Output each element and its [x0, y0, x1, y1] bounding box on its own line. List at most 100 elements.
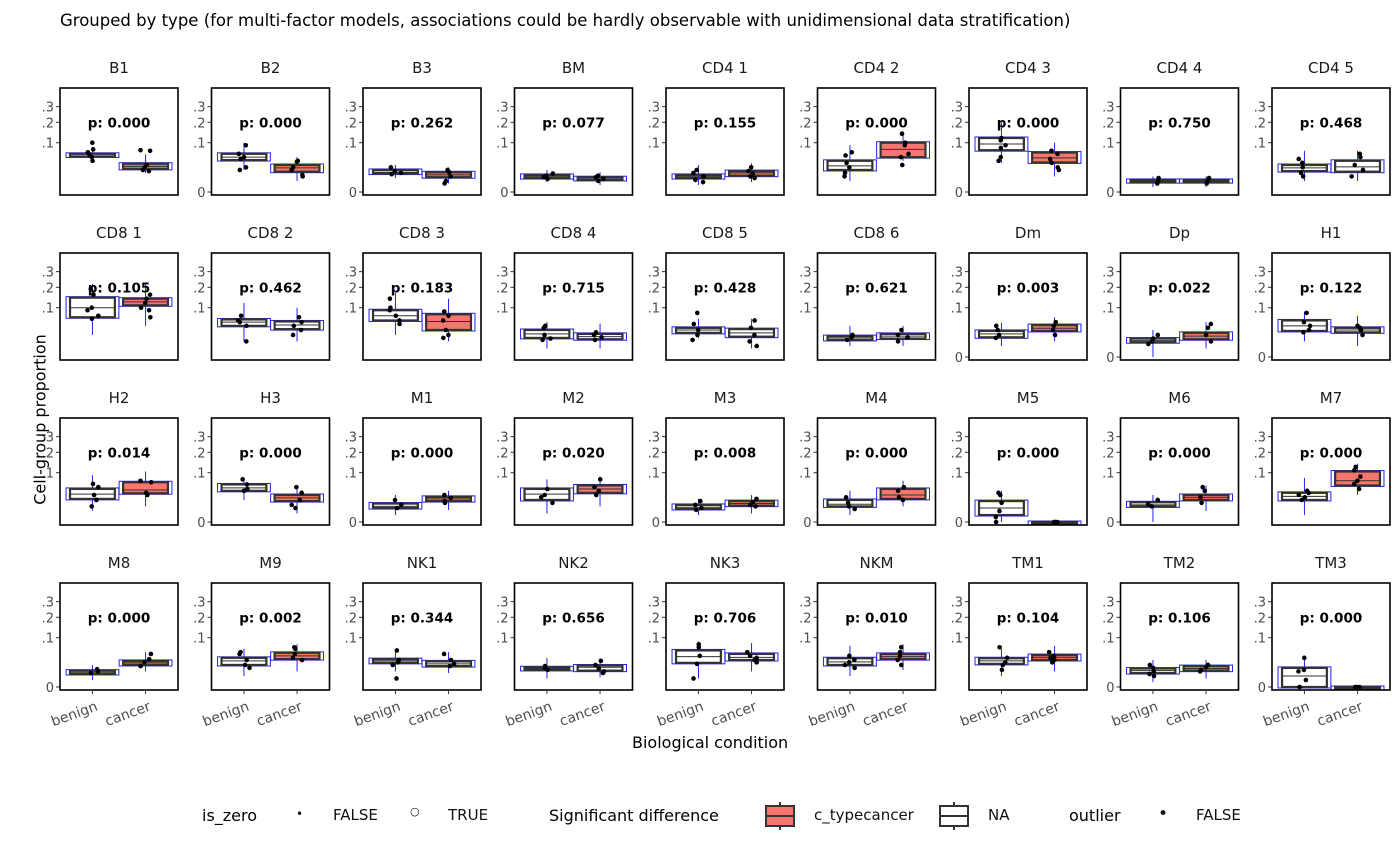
data-point: [148, 651, 154, 657]
panel-frame: [513, 582, 634, 691]
data-point: [397, 318, 402, 323]
facet-strip-label: CD8 4: [551, 224, 597, 242]
data-point: [94, 497, 99, 503]
p-value-label: p: 0.000: [1148, 445, 1210, 461]
data-point: [846, 504, 852, 509]
y-tick-label: .3: [193, 596, 205, 611]
data-point: [748, 165, 754, 170]
data-point: [1155, 497, 1161, 503]
data-point: [902, 142, 908, 148]
panel-frame: [1119, 417, 1240, 526]
facet-strip-label: TM2: [1163, 554, 1196, 572]
data-point: [996, 332, 1002, 338]
data-point: [1304, 310, 1309, 316]
panel-frame: [362, 252, 482, 361]
panel-frame: [1271, 417, 1391, 526]
data-point: [694, 310, 700, 316]
data-point: [899, 327, 904, 333]
data-point: [852, 506, 857, 512]
p-value-label: p: 0.002: [239, 610, 301, 626]
facet-panel: CD8 1 .1 .2.3 p: 0.105: [42, 224, 179, 361]
data-point: [1046, 649, 1052, 655]
data-point: [443, 327, 449, 333]
data-point: [1356, 486, 1362, 492]
data-point: [1306, 327, 1312, 333]
y-tick-label: .2: [42, 281, 54, 296]
y-tick-label: .1: [193, 632, 205, 647]
data-point: [91, 492, 97, 498]
data-point: [895, 332, 901, 338]
panel-frame: [59, 582, 179, 691]
y-tick-label: .2: [648, 281, 660, 296]
data-point: [1204, 181, 1210, 186]
y-tick-label: .1: [42, 467, 54, 482]
panel-frame: [513, 417, 634, 526]
p-value-label: p: 0.104: [997, 610, 1059, 626]
data-point: [240, 477, 245, 482]
y-tick-label: .1: [648, 467, 660, 482]
data-point: [1150, 665, 1156, 671]
facet-panel: CD4 3 0 .1 .2.3 p: 0.000: [951, 59, 1088, 201]
data-point: [998, 145, 1004, 151]
legend-dot-open-icon: ○: [410, 805, 420, 818]
y-tick-label: .2: [799, 611, 811, 626]
data-point: [998, 154, 1004, 160]
facet-strip-label: CD4 1: [702, 59, 748, 77]
data-point: [145, 492, 150, 498]
facet-strip-label: TM3: [1314, 554, 1347, 572]
data-point: [548, 336, 553, 341]
panel-frame: [968, 87, 1088, 196]
y-tick-label: 0: [955, 186, 963, 201]
y-tick-label: .3: [345, 101, 357, 116]
data-point: [852, 657, 857, 663]
y-tick-label: .3: [1254, 101, 1266, 116]
facet-strip-label: NK3: [710, 554, 741, 572]
panel-frame: [816, 252, 937, 361]
y-tick-label: .1: [496, 467, 508, 482]
p-value-label: p: 0.462: [239, 280, 301, 296]
y-tick-label: .3: [345, 596, 357, 611]
data-point: [138, 478, 143, 484]
data-point: [541, 325, 547, 331]
y-tick-label: 0: [197, 516, 205, 531]
data-point: [448, 174, 453, 179]
data-point: [699, 505, 704, 511]
legend-is-zero-title: is_zero: [202, 806, 258, 825]
y-tick-label: .2: [648, 116, 660, 131]
p-value-label: p: 0.183: [391, 280, 453, 296]
facet-strip-label: B2: [261, 59, 281, 77]
facet-panel: H2 .1 .2.3 p: 0.014: [42, 389, 179, 526]
y-tick-label: .1: [193, 302, 205, 317]
data-point: [593, 662, 598, 668]
data-point: [238, 313, 244, 319]
y-tick-label: .3: [648, 431, 660, 446]
data-point: [999, 667, 1005, 673]
y-tick-label: .3: [951, 596, 963, 611]
data-point: [1151, 673, 1157, 679]
data-point: [993, 519, 999, 525]
facet-strip-label: M9: [259, 554, 282, 572]
data-point: [1151, 669, 1157, 674]
data-point: [748, 174, 753, 179]
facet-panel: NK2 .1 .2.3 p: 0.656 benign cancer: [496, 554, 634, 730]
data-point: [897, 649, 903, 655]
facet-strip-label: M1: [411, 389, 434, 407]
y-tick-label: 0: [955, 351, 963, 366]
x-tick-label: benign: [201, 699, 252, 730]
y-tick-label: .3: [1254, 596, 1266, 611]
y-tick-label: .1: [1254, 467, 1266, 482]
facet-panel: CD8 4 .1 .2.3 p: 0.715: [496, 224, 634, 361]
x-tick-label: cancer: [1315, 699, 1365, 730]
x-tick-label: cancer: [255, 699, 305, 730]
data-point: [88, 670, 94, 676]
panel-frame: [513, 87, 634, 196]
y-tick-label: .2: [345, 281, 357, 296]
y-tick-label: .3: [648, 266, 660, 281]
data-point: [550, 171, 556, 176]
legend-is-zero-true: TRUE: [448, 806, 489, 824]
p-value-label: p: 0.706: [694, 610, 756, 626]
facet-strip-label: CD4 2: [854, 59, 900, 77]
data-point: [144, 296, 149, 301]
p-value-label: p: 0.000: [845, 115, 907, 131]
data-point: [442, 500, 448, 506]
